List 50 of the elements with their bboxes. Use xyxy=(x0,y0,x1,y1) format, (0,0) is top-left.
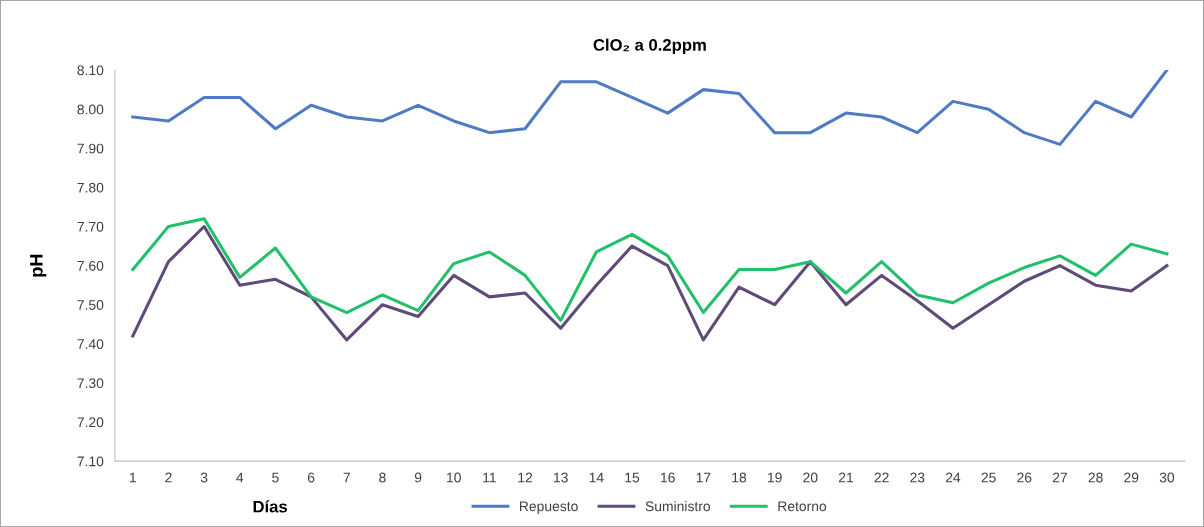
x-tick-label: 19 xyxy=(768,472,782,483)
x-tick-label: 10 xyxy=(447,472,461,483)
y-axis-title: pH xyxy=(30,254,47,277)
x-tick-label: 13 xyxy=(554,472,568,483)
x-tick-label: 6 xyxy=(307,472,315,483)
y-tick-label: 7.60 xyxy=(77,260,104,271)
y-tick-label: 7.20 xyxy=(77,417,104,428)
line-series xyxy=(131,70,1169,146)
legend-label: Suministro xyxy=(645,501,711,512)
line-series xyxy=(131,224,1169,342)
line-series xyxy=(131,217,1169,322)
x-tick-label: 3 xyxy=(200,472,208,483)
x-tick-label: 27 xyxy=(1052,472,1067,483)
x-tick-label: 23 xyxy=(910,472,925,483)
x-tick-label: 5 xyxy=(272,472,279,483)
x-tick-label: 7 xyxy=(343,472,350,483)
x-tick-label: 4 xyxy=(236,472,244,483)
x-tick-label: 25 xyxy=(981,472,996,483)
y-tick-label: 7.10 xyxy=(77,456,104,467)
x-tick-label: 1 xyxy=(130,472,136,483)
x-axis-title: Días xyxy=(253,500,288,513)
y-tick-label: 7.90 xyxy=(77,143,104,154)
x-tick-label: 20 xyxy=(803,472,818,483)
y-tick-label: 7.50 xyxy=(77,300,104,310)
y-tick-label: 8.10 xyxy=(77,65,104,76)
y-tick-label: 7.30 xyxy=(77,378,104,389)
y-tick-label: 8.00 xyxy=(77,104,104,115)
y-tick-label: 7.70 xyxy=(77,221,104,232)
x-tick-label: 30 xyxy=(1159,472,1175,483)
x-tick-label: 26 xyxy=(1017,472,1032,483)
legend-label: Retorno xyxy=(778,501,827,512)
y-tick-label: 7.40 xyxy=(77,339,104,349)
x-tick-label: 15 xyxy=(625,472,640,483)
x-tick-label: 12 xyxy=(518,472,533,483)
x-tick-label: 9 xyxy=(414,472,422,483)
x-tick-label: 28 xyxy=(1088,472,1103,483)
chart-title: ClO₂ a 0.2ppm xyxy=(593,38,706,55)
x-tick-label: 24 xyxy=(945,472,961,483)
x-tick-label: 21 xyxy=(838,472,854,483)
x-tick-label: 8 xyxy=(379,472,386,483)
x-tick-label: 17 xyxy=(696,472,711,483)
x-tick-label: 2 xyxy=(165,472,172,483)
x-tick-label: 14 xyxy=(589,472,604,483)
legend-label: Repuesto xyxy=(520,501,578,514)
y-tick-label: 7.80 xyxy=(77,182,104,193)
x-tick-label: 16 xyxy=(661,472,675,483)
x-tick-label: 22 xyxy=(874,472,889,483)
x-tick-label: 29 xyxy=(1124,472,1139,483)
x-tick-label: 11 xyxy=(483,472,496,483)
x-tick-label: 18 xyxy=(732,472,747,483)
